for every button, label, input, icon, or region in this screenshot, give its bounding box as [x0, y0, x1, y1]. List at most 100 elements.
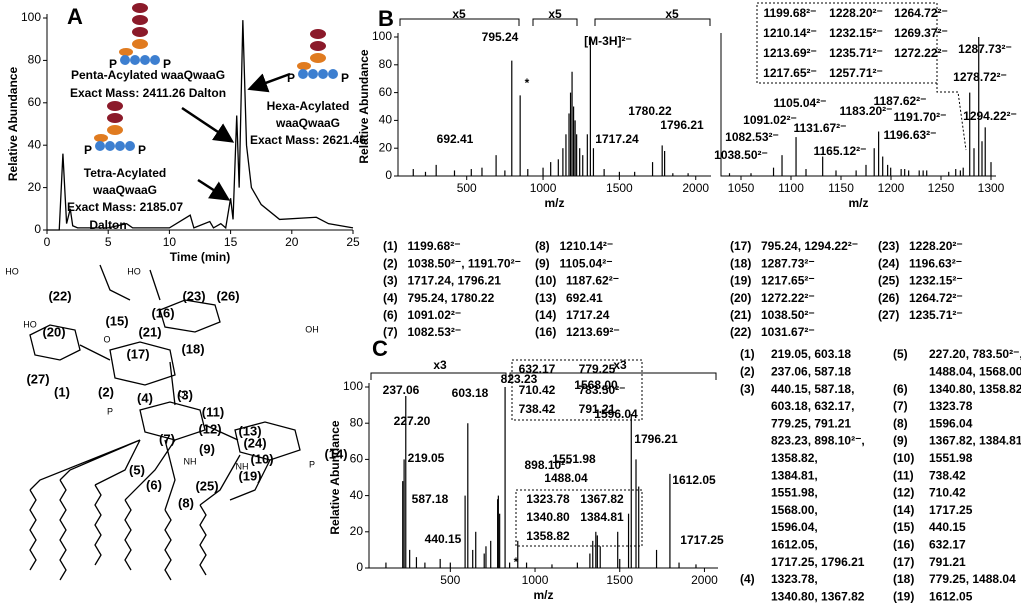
assignment-mz: 1612.05,	[771, 537, 818, 551]
assignment-id: (7)	[893, 399, 908, 413]
glcn-icon	[318, 69, 328, 79]
leader	[936, 83, 967, 151]
annotation: Exact Mass: 2621.46	[250, 133, 366, 147]
phosphate-label: P	[138, 143, 146, 157]
annotation: 603.18	[452, 386, 489, 400]
annotation: x3	[613, 358, 627, 372]
annotation: 1294.22²⁻	[963, 109, 1017, 123]
ring	[139, 401, 206, 441]
kdo-icon	[132, 15, 148, 25]
glcn-icon	[150, 55, 160, 65]
annotation: 1551.98	[552, 452, 596, 466]
assignment-id: (6)	[383, 308, 398, 322]
annotation: 1196.63²⁻	[883, 128, 936, 142]
assignment-id: (4)	[383, 291, 398, 305]
x-tick-label: 15	[224, 235, 238, 249]
annotation: 440.15	[425, 532, 462, 546]
x-tick-label: 1000	[522, 573, 549, 587]
assignment-id: (13)	[535, 291, 556, 305]
annotation: 795.24	[482, 30, 519, 44]
y-tick-label: 40	[379, 113, 393, 127]
annotation: 1384.81	[580, 510, 624, 524]
annotation: [M-3H]²⁻	[584, 34, 632, 48]
assignment-id: (17)	[730, 239, 751, 253]
assignment-id: (2)	[383, 256, 398, 270]
annotation: 738.42	[519, 402, 556, 416]
y-tick-label: 60	[28, 95, 42, 109]
annotation: 1717.24	[595, 132, 639, 146]
annotation: 898.10²⁻	[524, 458, 571, 472]
phosphate-label: P	[109, 57, 117, 71]
assignment-mz: 795.24, 1780.22	[408, 291, 495, 305]
assignment-mz: 1340.80, 1358.82	[929, 382, 1021, 396]
annotation: 1264.72²⁻	[894, 6, 948, 20]
annotation: x3	[433, 358, 447, 372]
annotation: 1612.05	[672, 473, 716, 487]
x-tick-label: 10	[163, 235, 177, 249]
fragment-label: (19)	[238, 468, 261, 483]
assignment-id: (16)	[893, 537, 914, 551]
assignment-mz: 1717.25, 1796.21	[771, 555, 865, 569]
glcn-icon	[328, 69, 338, 79]
fragment-label: (16)	[151, 305, 174, 320]
y-tick-label: 100	[21, 10, 41, 24]
x-tick-label: 2000	[682, 181, 709, 195]
annotation: 1488.04	[544, 471, 588, 485]
annotation: waaQwaaG	[275, 116, 340, 130]
annotation: 632.17	[519, 362, 556, 376]
y-axis-label: Relative Abundance	[328, 420, 342, 535]
fragment-label: (15)	[105, 313, 128, 328]
atom-label: HO	[5, 266, 19, 276]
hep-icon	[297, 62, 311, 70]
annotation: 1199.68²⁻	[763, 6, 816, 20]
annotation: Dalton	[89, 218, 126, 232]
x-tick-label: 500	[440, 573, 460, 587]
glcn-icon	[130, 55, 140, 65]
assignment-mz: 1210.14²⁻	[560, 239, 614, 253]
hep-icon	[132, 39, 148, 49]
y-tick-label: 40	[28, 137, 42, 151]
annotation: x5	[452, 7, 466, 21]
acyl-chain	[29, 439, 271, 581]
assignment-id: (21)	[730, 308, 751, 322]
x-tick-label: 1100	[778, 181, 804, 195]
x-tick-label: 1150	[828, 181, 854, 195]
y-tick-label: 60	[379, 85, 393, 99]
assignment-id: (22)	[730, 325, 751, 339]
fragment-label: (22)	[48, 288, 71, 303]
assignment-id: (23)	[878, 239, 899, 253]
assignment-id: (9)	[535, 256, 550, 270]
y-tick-label: 0	[385, 168, 392, 182]
x-tick-label: 1500	[606, 181, 633, 195]
assignment-mz: 795.24, 1294.22²⁻	[761, 239, 858, 253]
ring	[234, 421, 301, 461]
annotation: 1780.22	[628, 104, 672, 118]
label-box	[511, 359, 643, 421]
x-tick-label: 25	[346, 235, 360, 249]
fragment-label: (23)	[182, 288, 205, 303]
glcn-icon	[140, 55, 150, 65]
fragment-label: (9)	[199, 441, 215, 456]
annotation: 1340.80	[526, 510, 570, 524]
assignment-mz: 1272.22²⁻	[761, 291, 815, 305]
assignment-mz: 779.25, 1488.04	[929, 572, 1016, 586]
fragment-label: (26)	[216, 288, 239, 303]
assignment-mz: 1612.05	[929, 589, 973, 603]
assignment-mz: 1717.24	[566, 308, 610, 322]
glcn-icon	[95, 141, 105, 151]
assignment-mz: 1596.04	[929, 416, 973, 430]
assignment-mz: 791.21	[929, 555, 966, 569]
assignment-mz: 823.23, 898.10²⁻,	[771, 434, 865, 448]
annotation: 1358.82	[526, 529, 570, 543]
panel-label: C	[372, 336, 388, 361]
annotation: 1257.71²⁻	[829, 66, 883, 80]
assignment-mz: 1323.78	[929, 399, 973, 413]
atom-label: NH	[184, 456, 197, 466]
fragment-label: (25)	[195, 478, 218, 493]
assignment-mz: 692.41	[566, 291, 603, 305]
annotation: 1228.20²⁻	[829, 6, 883, 20]
annotation: 1235.71²⁻	[829, 46, 883, 60]
annotation: 823.23	[501, 372, 538, 386]
ring	[159, 299, 221, 333]
y-tick-label: 80	[379, 57, 393, 71]
